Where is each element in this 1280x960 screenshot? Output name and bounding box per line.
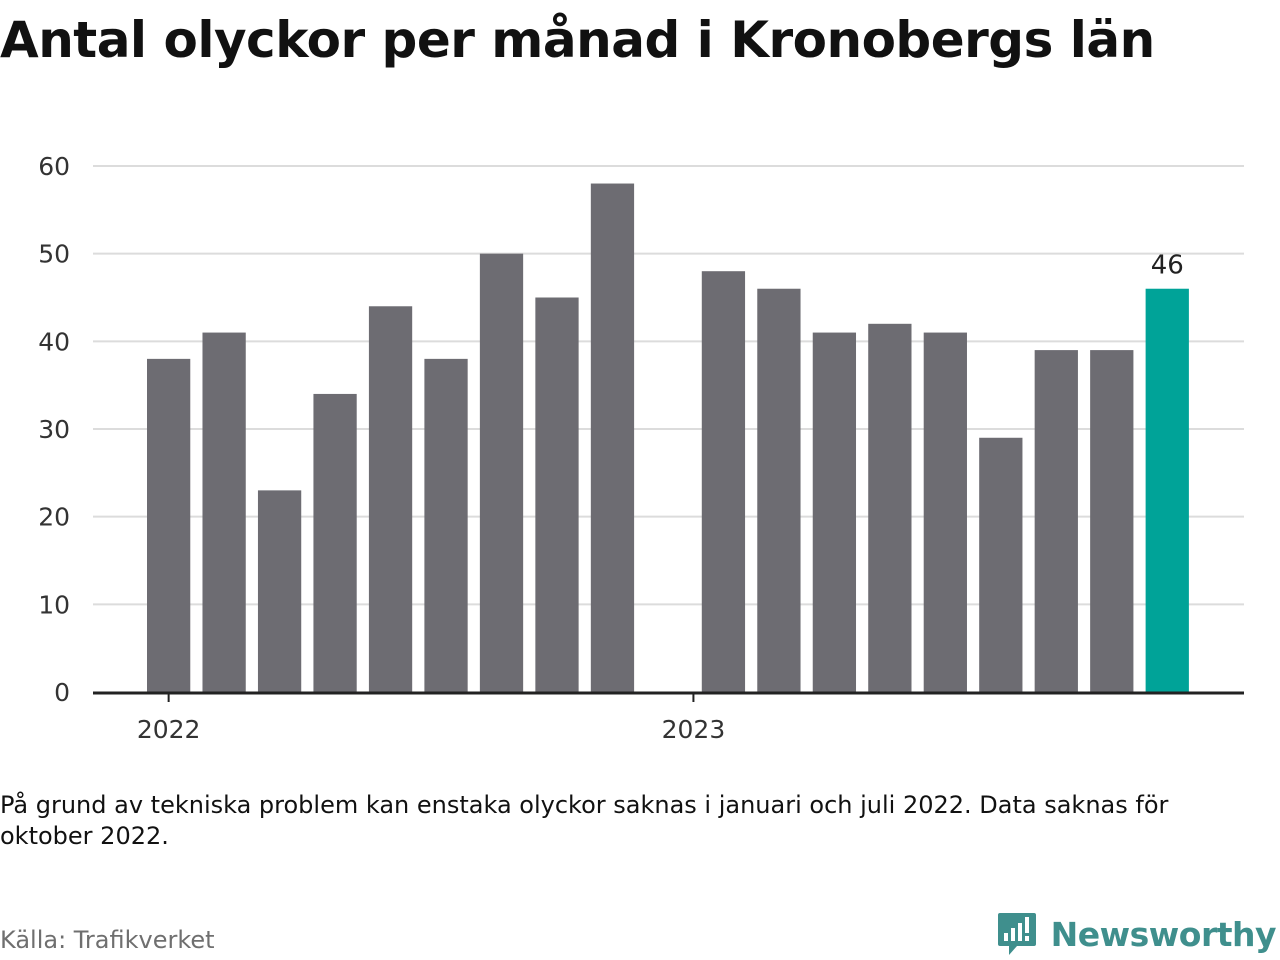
bar xyxy=(979,437,1023,692)
bars xyxy=(147,183,1189,692)
newsworthy-logo-icon xyxy=(997,913,1036,955)
bar xyxy=(424,358,468,692)
y-tick-label: 0 xyxy=(54,678,70,707)
y-tick-label: 50 xyxy=(38,240,70,269)
bar-highlight xyxy=(1145,288,1189,692)
chart-note: På grund av tekniska problem kan enstaka… xyxy=(0,791,1169,850)
y-axis-tick-labels: 0 10 20 30 40 50 60 xyxy=(38,152,70,707)
y-tick-label: 10 xyxy=(38,590,70,619)
bar xyxy=(535,297,579,692)
y-tick-label: 20 xyxy=(38,503,70,532)
bar xyxy=(1090,350,1134,692)
y-tick-label: 30 xyxy=(38,415,70,444)
bar xyxy=(923,332,967,692)
bar xyxy=(202,332,246,692)
bar xyxy=(590,183,635,692)
source-credit: Källa: Trafikverket xyxy=(0,926,215,954)
bar xyxy=(1034,350,1078,692)
brand-logo: Newsworthy xyxy=(997,908,1277,960)
x-axis: 2022 2023 xyxy=(93,691,1244,744)
brand-name: Newsworthy xyxy=(1050,914,1277,954)
data-labels: 46 xyxy=(1151,251,1184,281)
bar xyxy=(313,393,357,692)
bar xyxy=(257,490,302,692)
bar xyxy=(757,288,801,692)
y-tick-label: 40 xyxy=(38,327,70,356)
data-label: 46 xyxy=(1151,251,1184,281)
bar xyxy=(368,306,413,692)
x-tick-label: 2022 xyxy=(137,715,201,744)
bar xyxy=(479,253,524,692)
bar xyxy=(147,358,191,692)
bar xyxy=(868,323,912,692)
y-tick-label: 60 xyxy=(38,152,70,181)
chart-title: Antal olyckor per månad i Kronobergs län xyxy=(0,11,1155,69)
bar-chart: 0 10 20 30 40 50 60 2022 2023 46 xyxy=(38,152,1244,744)
x-tick-label: 2023 xyxy=(662,715,726,744)
bar xyxy=(812,332,857,692)
bar xyxy=(701,271,746,692)
